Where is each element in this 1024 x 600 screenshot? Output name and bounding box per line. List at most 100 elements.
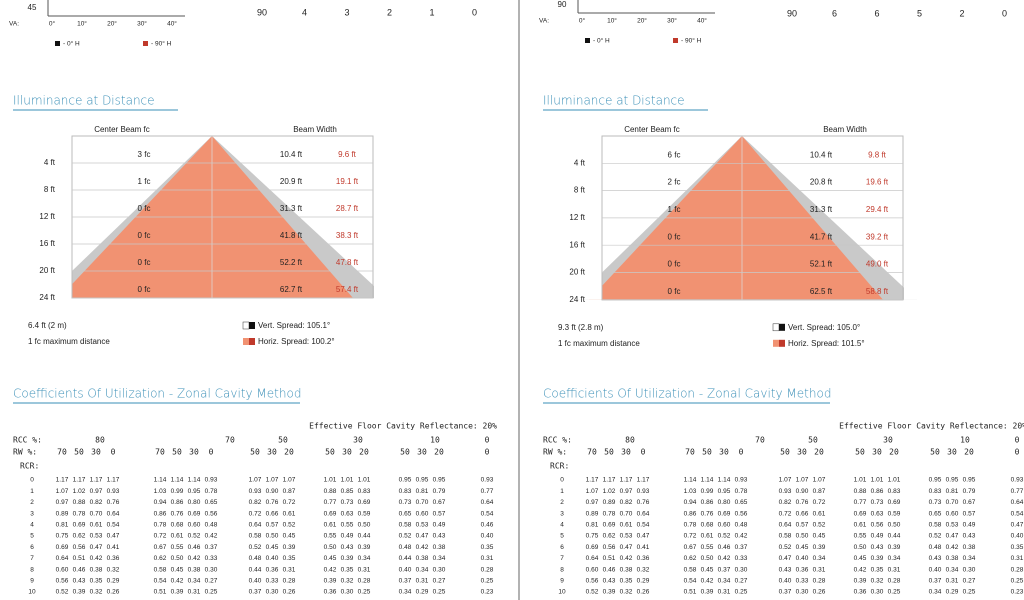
cu-value: 0.36 bbox=[107, 555, 120, 562]
vert-width: 20.9 ft bbox=[280, 177, 303, 186]
cu-value: 0.63 bbox=[871, 510, 884, 517]
cu-value: 0.53 bbox=[416, 522, 429, 529]
rw-value: 50 bbox=[74, 448, 84, 457]
cu-value: 0.42 bbox=[416, 544, 429, 551]
cu-value: 0.67 bbox=[433, 499, 446, 506]
cu-value: 0.68 bbox=[171, 522, 184, 529]
cu-value: 0.56 bbox=[56, 578, 69, 585]
cu-value: 0.65 bbox=[929, 510, 942, 517]
cu-value: 0.77 bbox=[324, 499, 337, 506]
rw-label: RW %: bbox=[543, 448, 567, 457]
cu-value: 0.40 bbox=[929, 566, 942, 573]
cu-value: 0.58 bbox=[249, 533, 262, 540]
legend-swatch bbox=[673, 38, 678, 43]
distance-label: 16 ft bbox=[569, 240, 585, 249]
cu-value: 0.52 bbox=[813, 522, 826, 529]
fc-value: 6 fc bbox=[668, 150, 681, 159]
vert-width: 41.8 ft bbox=[280, 231, 303, 240]
va-tick: 40° bbox=[167, 20, 177, 28]
cu-value: 0.51 bbox=[73, 555, 86, 562]
distance-label: 4 ft bbox=[574, 158, 586, 167]
rw-value: 70 bbox=[587, 448, 597, 457]
rcr-value: 6 bbox=[30, 544, 34, 551]
legend-swatch bbox=[55, 41, 60, 46]
rcr-value: 1 bbox=[560, 488, 564, 495]
cu-value: 0.43 bbox=[963, 533, 976, 540]
rw-value: 30 bbox=[797, 448, 807, 457]
cu-value: 0.57 bbox=[796, 522, 809, 529]
cu-value: 0.93 bbox=[481, 477, 494, 484]
cu-value: 0.52 bbox=[188, 533, 201, 540]
fc-value: 1 fc bbox=[668, 205, 681, 214]
legend-label: - 0° H bbox=[63, 40, 80, 48]
rcc-value: 80 bbox=[95, 436, 105, 445]
cu-value: 0.55 bbox=[341, 522, 354, 529]
cu-value: 0.60 bbox=[56, 566, 69, 573]
va-tick: 0° bbox=[579, 17, 586, 25]
cu-value: 0.86 bbox=[701, 499, 714, 506]
cu-value: 0.93 bbox=[779, 488, 792, 495]
cu-value: 1.01 bbox=[854, 477, 867, 484]
va-tick: 10° bbox=[607, 17, 617, 25]
cu-value: 0.44 bbox=[358, 533, 371, 540]
cu-value: 0.37 bbox=[735, 544, 748, 551]
cu-value: 0.69 bbox=[718, 510, 731, 517]
cu-value: 0.46 bbox=[603, 566, 616, 573]
cu-value: 0.64 bbox=[637, 510, 650, 517]
cu-value: 0.93 bbox=[637, 488, 650, 495]
cu-value: 0.54 bbox=[107, 522, 120, 529]
cu-value: 0.39 bbox=[73, 589, 86, 596]
cu-value: 0.73 bbox=[871, 499, 884, 506]
cu-value: 0.58 bbox=[779, 533, 792, 540]
cu-value: 0.38 bbox=[620, 566, 633, 573]
cu-value: 0.82 bbox=[779, 499, 792, 506]
swatch bbox=[772, 323, 780, 332]
cu-value: 0.33 bbox=[796, 578, 809, 585]
cu-value: 0.95 bbox=[188, 488, 201, 495]
horiz-spread: Horiz. Spread: 101.5° bbox=[788, 339, 865, 348]
rcc-value: 10 bbox=[430, 436, 440, 445]
cu-value: 0.48 bbox=[735, 522, 748, 529]
cu-value: 0.69 bbox=[324, 510, 337, 517]
cu-value: 0.35 bbox=[871, 566, 884, 573]
cu-value: 0.31 bbox=[718, 589, 731, 596]
cu-value: 1.07 bbox=[266, 477, 279, 484]
rcr-value: 5 bbox=[30, 533, 34, 540]
cu-value: 0.40 bbox=[1011, 533, 1024, 540]
cu-value: 0.60 bbox=[718, 522, 731, 529]
swatch bbox=[249, 322, 255, 329]
cu-value: 1.02 bbox=[603, 488, 616, 495]
cu-value: 0.67 bbox=[963, 499, 976, 506]
swatch bbox=[779, 323, 785, 331]
cu-value: 0.79 bbox=[963, 488, 976, 495]
cu-value: 0.99 bbox=[171, 488, 184, 495]
cu-value: 0.72 bbox=[813, 499, 826, 506]
cu-value: 0.58 bbox=[684, 566, 697, 573]
horiz-width: 19.6 ft bbox=[866, 178, 889, 187]
cu-value: 0.76 bbox=[171, 510, 184, 517]
cu-value: 0.42 bbox=[324, 566, 337, 573]
cu-value: 0.39 bbox=[324, 578, 337, 585]
cu-value: 0.55 bbox=[701, 544, 714, 551]
cu-value: 0.77 bbox=[1011, 488, 1024, 495]
horiz-width: 9.6 ft bbox=[338, 150, 357, 159]
cu-value: 0.52 bbox=[283, 522, 296, 529]
cu-value: 0.31 bbox=[1011, 555, 1024, 562]
rw-value: 0 bbox=[111, 448, 116, 457]
cu-value: 0.97 bbox=[620, 488, 633, 495]
candela-cell: 4 bbox=[302, 7, 307, 17]
cu-value: 0.47 bbox=[1011, 522, 1024, 529]
cu-value: 0.38 bbox=[963, 544, 976, 551]
cu-value: 0.97 bbox=[586, 499, 599, 506]
cu-value: 0.25 bbox=[433, 589, 446, 596]
cu-value: 0.80 bbox=[188, 499, 201, 506]
distance-note: 9.3 ft (2.8 m) bbox=[558, 323, 604, 332]
cu-value: 0.65 bbox=[205, 499, 218, 506]
legend-label: - 90° H bbox=[681, 37, 702, 45]
cu-value: 0.28 bbox=[888, 578, 901, 585]
cu-value: 0.62 bbox=[73, 533, 86, 540]
cu-value: 0.35 bbox=[341, 566, 354, 573]
column-header: Beam Width bbox=[293, 125, 337, 134]
cu-value: 0.76 bbox=[266, 499, 279, 506]
rcr-value: 9 bbox=[30, 578, 34, 585]
